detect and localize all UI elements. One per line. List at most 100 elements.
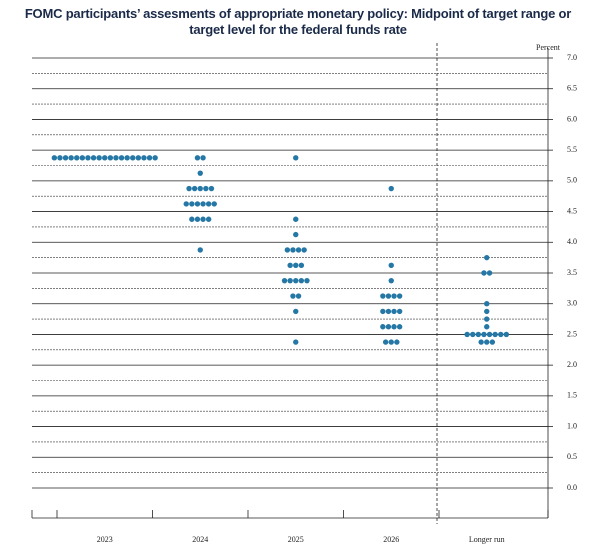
dot — [293, 262, 299, 269]
y-tick-label: 1.0 — [567, 421, 577, 430]
dot — [287, 262, 293, 269]
dot — [194, 216, 201, 222]
dot — [146, 155, 153, 161]
dot — [295, 293, 302, 299]
dot — [396, 293, 403, 299]
dot — [290, 293, 296, 299]
dot — [203, 185, 209, 192]
dot — [90, 155, 97, 161]
dot — [388, 185, 394, 192]
dot — [287, 277, 293, 284]
y-tick-label: 7.0 — [567, 53, 577, 62]
dot — [293, 277, 299, 284]
dot — [388, 339, 394, 345]
dot — [391, 324, 397, 330]
dot — [102, 155, 108, 161]
y-tick-label: 5.5 — [567, 145, 577, 154]
dot — [481, 270, 487, 276]
y-tick-label: 6.5 — [567, 84, 577, 93]
dot — [189, 216, 195, 222]
dot — [194, 155, 201, 161]
dot — [293, 339, 299, 345]
dot — [293, 231, 299, 238]
dot — [62, 155, 69, 161]
dot — [298, 277, 305, 284]
x-tick-label: 2023 — [97, 535, 113, 544]
dot — [385, 324, 392, 330]
dot — [295, 247, 302, 253]
y-tick-label: 0.5 — [567, 452, 577, 461]
dot — [141, 155, 147, 161]
dot — [484, 308, 490, 315]
dot — [208, 185, 215, 192]
y-tick-label: 2.0 — [567, 360, 577, 369]
x-tick-label: 2024 — [192, 535, 208, 544]
dot — [197, 170, 203, 176]
dot — [489, 339, 496, 345]
chart-title: FOMC participants’ assesments of appropr… — [24, 6, 572, 37]
dot — [301, 247, 307, 253]
dot — [284, 247, 291, 253]
dot — [380, 324, 386, 330]
dot — [388, 277, 394, 284]
dot — [85, 155, 91, 161]
dot — [113, 155, 119, 161]
dot — [484, 254, 490, 261]
dot — [484, 301, 490, 307]
dot — [304, 277, 310, 284]
dot — [189, 201, 195, 207]
dot — [51, 155, 58, 161]
dot — [74, 155, 80, 161]
dot — [470, 331, 476, 338]
dot — [152, 155, 158, 161]
dot — [380, 308, 386, 315]
dot — [492, 331, 498, 338]
dot — [205, 216, 212, 222]
x-tick-label: 2026 — [383, 535, 399, 544]
y-tick-label: 4.5 — [567, 206, 577, 215]
dot — [484, 324, 490, 330]
y-axis-label: Percent — [536, 43, 561, 52]
dot — [183, 201, 189, 207]
dot — [96, 155, 102, 161]
dot — [298, 262, 305, 269]
dot — [205, 201, 212, 207]
dot — [382, 339, 389, 345]
dot — [478, 339, 484, 345]
dot — [191, 185, 198, 192]
dot — [186, 185, 192, 192]
dot — [503, 331, 510, 338]
dot — [79, 155, 86, 161]
dot — [57, 155, 63, 161]
dot — [396, 324, 403, 330]
dot — [281, 277, 288, 284]
y-tick-label: 1.5 — [567, 391, 577, 400]
dot — [293, 308, 299, 315]
dot — [464, 331, 470, 338]
y-tick-label: 5.0 — [567, 176, 577, 185]
dot — [391, 308, 397, 315]
dot — [211, 201, 217, 207]
dot — [475, 331, 482, 338]
dot — [486, 331, 493, 338]
dot — [484, 339, 490, 345]
dot — [107, 155, 114, 161]
dot — [197, 185, 203, 192]
dot — [385, 293, 392, 299]
y-tick-label: 4.0 — [567, 237, 577, 246]
dot — [498, 331, 504, 338]
dot — [68, 155, 74, 161]
dot — [388, 262, 394, 269]
dot — [124, 155, 130, 161]
dot — [396, 308, 403, 315]
y-tick-label: 6.0 — [567, 114, 577, 123]
dot — [194, 201, 201, 207]
dot — [130, 155, 136, 161]
dot — [484, 316, 490, 322]
x-tick-label: 2025 — [288, 535, 304, 544]
dot — [200, 216, 206, 222]
dot — [293, 216, 299, 222]
dot — [481, 331, 487, 338]
